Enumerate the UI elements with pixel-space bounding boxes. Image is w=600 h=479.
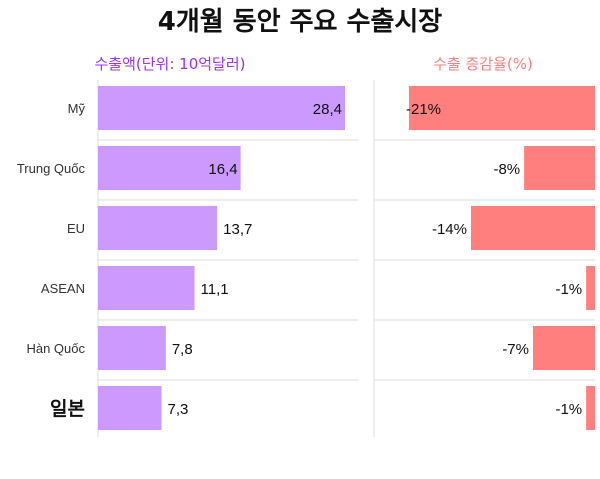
- left-value-label: 16,4: [208, 161, 237, 178]
- category-label: EU: [67, 221, 85, 236]
- category-label: Hàn Quốc: [26, 341, 85, 356]
- right-bar: [533, 326, 595, 370]
- category-label: Trung Quốc: [17, 161, 86, 176]
- left-value-label: 11,1: [201, 281, 229, 298]
- left-value-label: 7,3: [167, 401, 188, 418]
- left-bars: 28,4 16,4 13,7 11,1 7,8 7,3: [98, 86, 345, 430]
- right-bar: [409, 86, 595, 130]
- grid-lines: [97, 80, 595, 437]
- right-value-label: -8%: [493, 161, 520, 178]
- left-bar: [98, 266, 195, 310]
- right-value-label: -1%: [555, 281, 582, 298]
- left-bar: [98, 146, 241, 190]
- right-value-label: -1%: [555, 401, 582, 418]
- category-label: 일본: [50, 398, 85, 420]
- category-labels: Mỹ Trung Quốc EU ASEAN Hàn Quốc 일본: [17, 101, 86, 420]
- left-bar: [98, 86, 345, 130]
- right-value-label: -14%: [432, 221, 467, 238]
- category-label: Mỹ: [68, 101, 86, 116]
- right-value-label: -21%: [406, 101, 441, 118]
- left-bar: [98, 386, 162, 430]
- right-bar: [524, 146, 595, 190]
- category-label: ASEAN: [41, 281, 85, 296]
- left-value-label: 28,4: [313, 101, 342, 118]
- right-bar: [586, 386, 595, 430]
- right-value-label: -7%: [502, 341, 529, 358]
- right-bar: [471, 206, 595, 250]
- chart-title: 4개월 동안 주요 수출시장: [158, 7, 443, 37]
- right-bars: -21% -8% -14% -1% -7% -1%: [406, 86, 595, 430]
- left-value-label: 13,7: [223, 221, 252, 238]
- right-bar: [586, 266, 595, 310]
- left-panel-title: 수출액(단위: 10억달러): [94, 55, 245, 73]
- left-bar: [98, 326, 166, 370]
- left-bar: [98, 206, 218, 250]
- left-value-label: 7,8: [172, 341, 193, 358]
- right-panel-title: 수출 증감율(%): [433, 55, 533, 73]
